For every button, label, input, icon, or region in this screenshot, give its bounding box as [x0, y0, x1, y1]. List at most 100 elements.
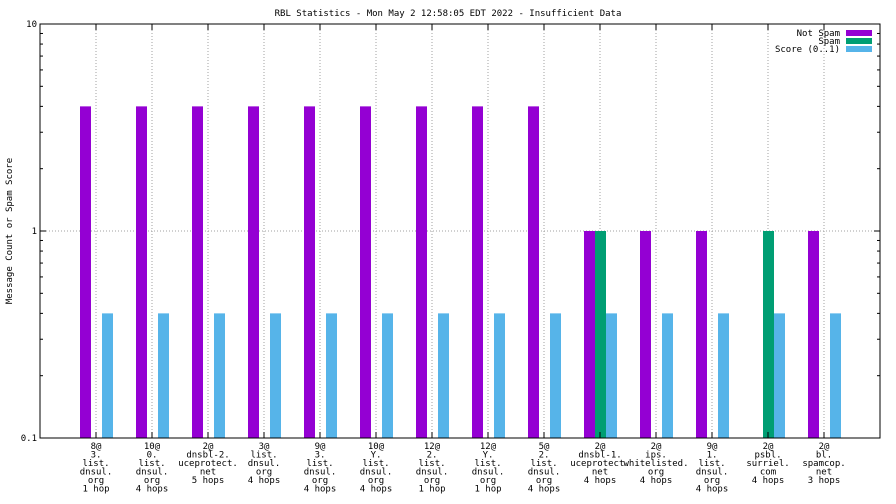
x-tick-label-line: dnsbl-1. [578, 451, 621, 461]
y-axis-ticks: 0.1 1 10 [21, 20, 880, 444]
bar-spam [763, 231, 774, 438]
x-tick-label-line: org [312, 476, 328, 486]
x-tick-label-line: dnsul. [528, 468, 561, 478]
x-tick-label-line: list. [306, 459, 333, 469]
x-tick-label-line: dnsul. [136, 468, 169, 478]
bar-not-spam [416, 106, 427, 438]
x-tick-label-line: list. [418, 459, 445, 469]
x-tick-label-line: 9@ [315, 442, 326, 452]
x-tick-label-line: org [704, 476, 720, 486]
x-tick-label-line: org [480, 476, 496, 486]
x-tick-label: 9@ 1. list. dnsul. org 4 hops [696, 442, 729, 495]
bar-score-0-1 [662, 313, 673, 438]
x-tick-label-line: org [88, 476, 104, 486]
x-tick-label-line: list. [138, 459, 165, 469]
x-tick-label-line: 9@ [707, 442, 718, 452]
x-tick-label: 5@ 2. list. dnsul. org 4 hops [528, 442, 561, 495]
bar-not-spam [808, 231, 819, 438]
x-tick-label-line: net [592, 468, 608, 478]
x-tick-label-line: dnsul. [304, 468, 337, 478]
x-tick-label-line: 4 hops [696, 485, 729, 495]
x-tick-label-line: 12@ [480, 442, 497, 452]
x-tick-label-line: bl. [816, 451, 832, 461]
bar-not-spam [136, 106, 147, 438]
x-tick-label-line: net [200, 468, 216, 478]
bar-not-spam [472, 106, 483, 438]
x-tick-label-line: 2@ [819, 442, 830, 452]
x-tick-label-line: spamcop. [802, 459, 845, 469]
x-tick-label-line: 3@ [259, 442, 270, 452]
x-tick-label-line: 12@ [424, 442, 441, 452]
x-tick-label-line: uceprotect. [178, 459, 238, 469]
x-tick-label-line: 2. [539, 451, 550, 461]
x-tick-label: 2@ ips. whitelisted. org 4 hops [623, 442, 688, 486]
x-tick-label-line: dnsbl-2. [186, 451, 229, 461]
x-tick-label-line: ips. [645, 451, 667, 461]
x-tick-label-line: net [816, 468, 832, 478]
x-tick-label-line: 3 hops [808, 476, 841, 486]
x-tick-label-line: 2@ [203, 442, 214, 452]
x-tick-label: 2@ psbl. surriel. com 4 hops [746, 442, 789, 486]
x-tick-label-line: dnsul. [472, 468, 505, 478]
x-tick-label-line: org [536, 476, 552, 486]
x-tick-label-line: 5@ [539, 442, 550, 452]
bar-score-0-1 [102, 313, 113, 438]
x-tick-label-line: whitelisted. [623, 459, 688, 469]
bar-score-0-1 [382, 313, 393, 438]
x-tick-label-line: 4 hops [752, 476, 785, 486]
bar-score-0-1 [606, 313, 617, 438]
x-tick-label-line: 4 hops [528, 485, 561, 495]
x-tick-label-line: Y. [371, 451, 382, 461]
bar-score-0-1 [270, 313, 281, 438]
x-tick-label-line: dnsul. [696, 468, 729, 478]
x-tick-label-line: 4 hops [304, 485, 337, 495]
x-tick-label-line: dnsul. [80, 468, 113, 478]
x-tick-label: 9@ 3. list. dnsul. org 4 hops [304, 442, 337, 495]
bar-score-0-1 [158, 313, 169, 438]
bar-score-0-1 [718, 313, 729, 438]
y-axis-label: Message Count or Spam Score [5, 158, 15, 304]
x-tick-label: 10@ 0. list. dnsul. org 4 hops [136, 442, 169, 495]
x-tick-label: 8@ 3. list. dnsul. org 1 hop [80, 442, 113, 495]
bar-score-0-1 [214, 313, 225, 438]
x-tick-label-line: 1 hop [418, 485, 445, 495]
x-tick-label-line: 2. [427, 451, 438, 461]
legend-label: Spam [818, 37, 840, 47]
x-tick-label: 10@ Y. list. dnsul. org 4 hops [360, 442, 393, 495]
x-tick-label-line: list. [698, 459, 725, 469]
x-tick-label-line: 4 hops [360, 485, 393, 495]
legend-label: Score (0..1) [775, 45, 840, 55]
x-tick-label-line: 4 hops [248, 476, 281, 486]
bar-score-0-1 [774, 313, 785, 438]
bar-not-spam [696, 231, 707, 438]
x-tick-label-line: 2@ [651, 442, 662, 452]
bar-not-spam [248, 106, 259, 438]
legend-swatch [846, 38, 872, 44]
bar-not-spam [584, 231, 595, 438]
x-tick-label-line: org [368, 476, 384, 486]
x-tick-label-line: 4 hops [136, 485, 169, 495]
x-tick-label: 3@ list. dnsul. org 4 hops [248, 442, 281, 486]
x-tick-label-line: psbl. [754, 451, 781, 461]
x-tick-label-line: 10@ [144, 442, 161, 452]
x-tick-label-line: dnsul. [416, 468, 449, 478]
x-tick-label-line: surriel. [746, 459, 789, 469]
x-tick-label-line: 1. [707, 451, 718, 461]
x-tick-label-line: 8@ [91, 442, 102, 452]
x-tick-label-line: 3. [91, 451, 102, 461]
x-tick-label-line: 2@ [595, 442, 606, 452]
x-tick-label-line: 5 hops [192, 476, 225, 486]
bar-score-0-1 [830, 313, 841, 438]
x-tick-label-line: Y. [483, 451, 494, 461]
x-tick-label-line: dnsul. [248, 459, 281, 469]
bar-score-0-1 [438, 313, 449, 438]
y-tick-label: 10 [26, 20, 37, 30]
x-tick-label: 12@ Y. list. dnsul. org 1 hop [472, 442, 505, 495]
chart-title: RBL Statistics - Mon May 2 12:58:05 EDT … [275, 9, 622, 19]
bar-not-spam [528, 106, 539, 438]
x-tick-label-line: org [144, 476, 160, 486]
bar-not-spam [640, 231, 651, 438]
x-tick-label-line: 3. [315, 451, 326, 461]
